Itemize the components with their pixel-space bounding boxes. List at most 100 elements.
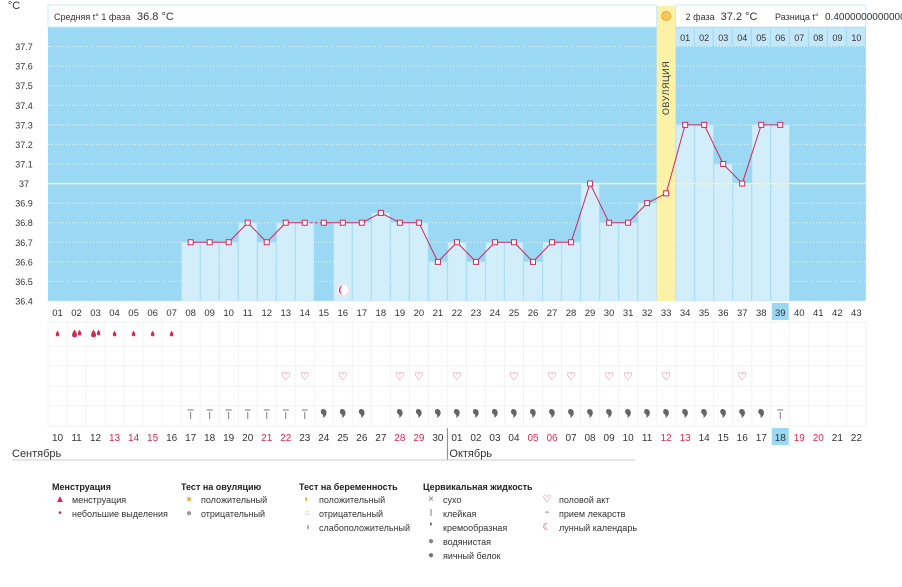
creamy-icon [663, 409, 669, 418]
cycle-day-label: 26 [528, 308, 539, 319]
temperature-point [606, 219, 613, 226]
y-tick-label: 36.7 [15, 238, 33, 248]
cycle-day-label: 08 [185, 308, 196, 319]
legend-item-label: слабоположительный [319, 523, 411, 533]
y-tick-label: 37.6 [15, 62, 33, 72]
y-tick-label: 37.7 [15, 42, 33, 52]
temperature-bar [618, 222, 638, 302]
legend-menstruation: Менструация ▲ менструация • небольшие выделе… [52, 481, 168, 521]
temperature-point [377, 209, 384, 216]
creamy-icon [644, 409, 650, 418]
today-date-highlight [771, 428, 789, 445]
next-cycle-day-label: 10 [851, 33, 861, 43]
symbol-row [47, 345, 867, 367]
creamy-icon [434, 409, 441, 418]
cycle-day-label: 34 [680, 308, 691, 319]
date-label: 26 [356, 433, 368, 444]
sticky-icon: I [265, 411, 268, 422]
creamy-icon [510, 409, 517, 418]
temperature-line-segment [361, 212, 382, 224]
legend-heading: Тест на беременность [299, 482, 398, 492]
pregnancy-weak-icon: ◑ [303, 522, 311, 533]
legend-heading: Менструация [52, 482, 111, 492]
creamy-icon [320, 409, 327, 418]
legend-heading: Тест на овуляцию [181, 482, 262, 492]
legend-item: ☾ лунный календарь [539, 521, 638, 535]
date-label: 06 [546, 433, 558, 444]
symbol-row [47, 385, 867, 407]
difference-value: 0.4000000000000 [825, 12, 902, 23]
temperature-line-segment [456, 241, 477, 263]
temperature-bar [694, 124, 714, 302]
cycle-day-label: 35 [699, 308, 710, 319]
next-cycle-day-cell [770, 28, 789, 46]
temperature-point [415, 219, 422, 226]
legend-item-label: прием лекарств [559, 509, 626, 519]
creamy-icon [396, 409, 403, 418]
y-tick-label: 37 [19, 179, 29, 189]
legend-item: ● отрицательный [181, 507, 267, 521]
phase2-label: 2 фаза [686, 12, 715, 22]
next-cycle-day-label: 04 [737, 33, 747, 43]
small-drop-icon [169, 330, 174, 337]
date-label: 05 [527, 433, 539, 444]
next-cycle-day-label: 06 [775, 33, 785, 43]
creamy-icon [720, 409, 726, 418]
next-cycle-day-label: 09 [832, 33, 842, 43]
next-cycle-day-cell [694, 28, 713, 46]
date-label: 22 [280, 433, 292, 444]
legend-item: ◑ слабоположительный [299, 521, 410, 535]
date-label: 22 [851, 433, 863, 444]
date-label: 03 [489, 433, 501, 444]
phase2-box [675, 4, 867, 28]
y-tick-label: 36.9 [15, 199, 33, 209]
temperature-point [244, 219, 251, 226]
next-cycle-day-cell [827, 28, 846, 46]
phase1-value: 36.8 °C [137, 11, 174, 23]
cycle-day-label: 15 [319, 308, 330, 319]
creamy-icon [530, 409, 536, 418]
creamy-icon [415, 409, 422, 418]
lunar-calendar-icon-bg [336, 283, 350, 297]
watery-icon: ● [427, 536, 435, 547]
temperature-line-segment [418, 222, 439, 263]
heart-icon: ♡ [281, 371, 291, 383]
dry-icon: × [428, 494, 434, 505]
temperature-chart: °C 36.4 36.5 36.6 36.7 36.8 36.9 37 37.1 37.2 37.3… [8, 0, 902, 461]
temperature-bar [219, 242, 238, 302]
creamy-icon [758, 409, 764, 418]
pill-icon: ◓ [543, 508, 551, 519]
temperature-bar [675, 124, 695, 302]
cycle-day-label: 33 [661, 308, 672, 319]
legend-item-label: клейкая [443, 509, 477, 519]
date-label: 20 [242, 433, 254, 444]
legend-item-label: кремообразная [443, 523, 508, 533]
legend-item: ♡ половой акт [539, 493, 637, 507]
cycle-day-label: 13 [280, 308, 291, 319]
temperature-bar [713, 163, 733, 302]
small-drop-icon: • [58, 508, 62, 519]
date-label: 11 [642, 433, 653, 444]
pregnancy-positive-icon: ◐ [303, 494, 311, 505]
cycle-day-label: 30 [604, 308, 615, 319]
date-label: 17 [185, 433, 197, 444]
temperature-point [777, 121, 784, 128]
cycle-day-label: 19 [395, 308, 406, 319]
y-tick-label: 37.3 [15, 120, 33, 130]
date-label: 29 [413, 433, 425, 444]
temperature-point [682, 121, 689, 128]
temperature-point [282, 219, 289, 226]
lunar-calendar-icon: ☾ [542, 522, 552, 533]
sun-negative-icon: ● [185, 508, 193, 519]
temperature-point [358, 219, 365, 226]
date-label: 16 [737, 433, 749, 444]
y-tick-label: 37.2 [15, 140, 33, 150]
temperature-point [510, 239, 517, 246]
next-cycle-day-cell [846, 28, 865, 46]
cycle-day-label: 06 [147, 308, 158, 319]
next-cycle-day-label: 02 [699, 33, 709, 43]
temperature-line-segment [570, 183, 591, 243]
phase1-box [47, 4, 658, 28]
creamy-icon [587, 409, 593, 418]
